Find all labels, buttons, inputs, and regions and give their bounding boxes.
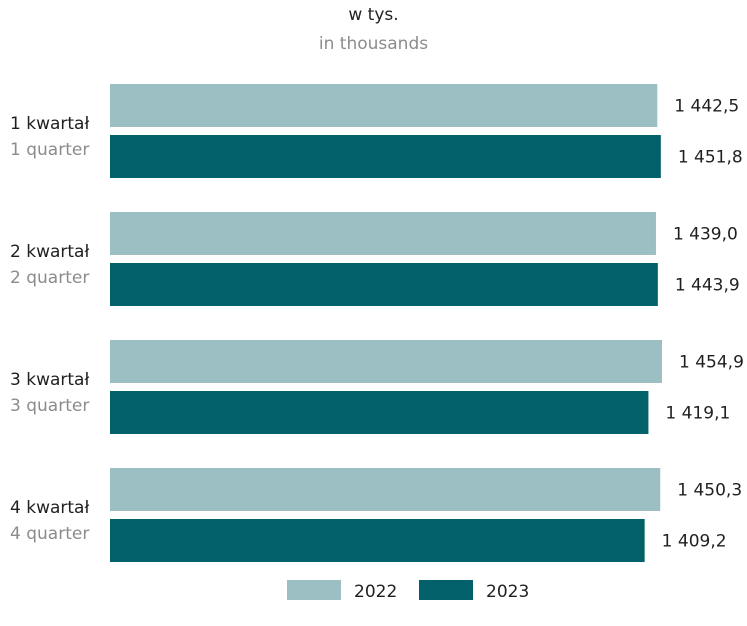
value-label-2023-q1: 1 451,8 [678, 148, 743, 168]
category-label-1: 1 kwartał [10, 114, 89, 134]
category-label-en-4: 4 quarter [10, 524, 89, 544]
bar-2023-q1 [110, 135, 661, 178]
unit-label: w tys. [348, 5, 399, 25]
legend-swatch-2023 [419, 580, 473, 600]
category-label-en-2: 2 quarter [10, 268, 89, 288]
category-label-3: 3 kwartał [10, 370, 89, 390]
bar-2022-q4 [110, 468, 661, 511]
category-label-4: 4 kwartał [10, 498, 89, 518]
category-label-en-3: 3 quarter [10, 396, 89, 416]
legend-label-2023: 2023 [486, 582, 529, 602]
value-label-2023-q2: 1 443,9 [675, 276, 740, 296]
bar-2022-q2 [110, 212, 656, 255]
category-label-en-1: 1 quarter [10, 140, 89, 160]
bar-2022-q3 [110, 340, 662, 383]
bar-2022-q1 [110, 84, 658, 127]
unit-label-en: in thousands [318, 34, 429, 54]
bar-2023-q2 [110, 263, 658, 306]
bar-2023-q3 [110, 391, 649, 434]
value-label-2023-q4: 1 409,2 [662, 532, 727, 552]
value-label-2023-q3: 1 419,1 [665, 404, 730, 424]
value-label-2022-q4: 1 450,3 [677, 481, 742, 501]
value-label-2022-q3: 1 454,9 [679, 353, 744, 373]
value-label-2022-q1: 1 442,5 [674, 97, 739, 117]
legend-swatch-2022 [287, 580, 341, 600]
bar-2023-q4 [110, 519, 645, 562]
category-label-2: 2 kwartał [10, 242, 89, 262]
legend-label-2022: 2022 [354, 582, 397, 602]
value-label-2022-q2: 1 439,0 [673, 225, 738, 245]
